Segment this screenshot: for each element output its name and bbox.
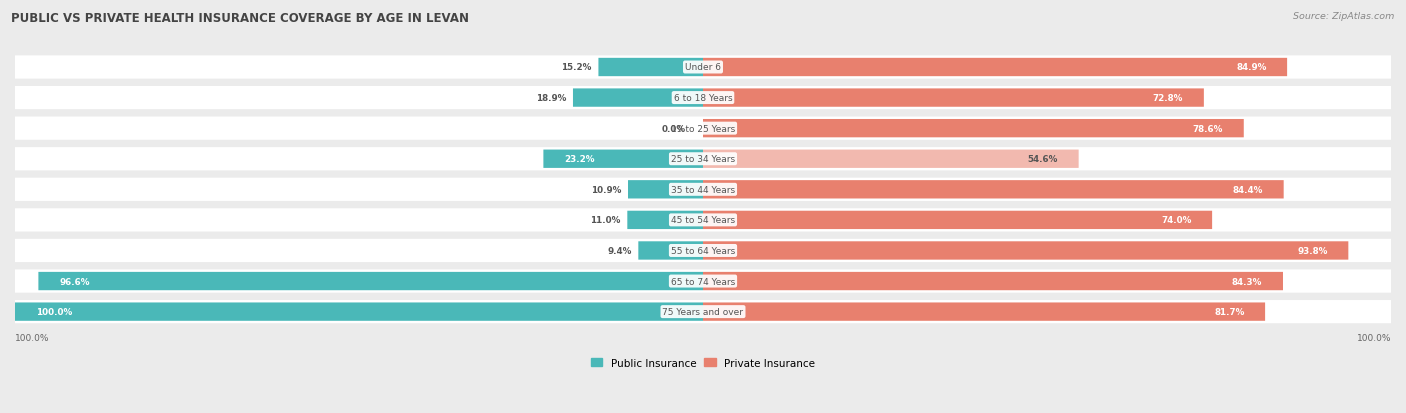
FancyBboxPatch shape <box>15 300 1391 323</box>
FancyBboxPatch shape <box>15 209 1391 232</box>
FancyBboxPatch shape <box>703 303 1265 321</box>
Text: 84.3%: 84.3% <box>1232 277 1263 286</box>
Text: Under 6: Under 6 <box>685 63 721 72</box>
FancyBboxPatch shape <box>638 242 703 260</box>
FancyBboxPatch shape <box>15 87 1391 110</box>
FancyBboxPatch shape <box>703 150 1078 169</box>
FancyBboxPatch shape <box>628 181 703 199</box>
Text: 100.0%: 100.0% <box>15 333 49 342</box>
FancyBboxPatch shape <box>15 117 1391 140</box>
Text: 9.4%: 9.4% <box>607 247 631 255</box>
Text: 45 to 54 Years: 45 to 54 Years <box>671 216 735 225</box>
Text: 19 to 25 Years: 19 to 25 Years <box>671 124 735 133</box>
Text: 100.0%: 100.0% <box>1357 333 1391 342</box>
Text: 23.2%: 23.2% <box>564 155 595 164</box>
FancyBboxPatch shape <box>703 89 1204 107</box>
Text: 84.4%: 84.4% <box>1233 185 1263 195</box>
Text: 15.2%: 15.2% <box>561 63 592 72</box>
Text: 100.0%: 100.0% <box>35 307 72 316</box>
Text: 93.8%: 93.8% <box>1298 247 1327 255</box>
FancyBboxPatch shape <box>15 303 703 321</box>
Text: 55 to 64 Years: 55 to 64 Years <box>671 247 735 255</box>
FancyBboxPatch shape <box>543 150 703 169</box>
Text: 75 Years and over: 75 Years and over <box>662 307 744 316</box>
FancyBboxPatch shape <box>627 211 703 230</box>
Text: 6 to 18 Years: 6 to 18 Years <box>673 94 733 103</box>
Text: 65 to 74 Years: 65 to 74 Years <box>671 277 735 286</box>
FancyBboxPatch shape <box>703 211 1212 230</box>
FancyBboxPatch shape <box>574 89 703 107</box>
FancyBboxPatch shape <box>703 120 1244 138</box>
Text: 72.8%: 72.8% <box>1153 94 1184 103</box>
FancyBboxPatch shape <box>15 270 1391 293</box>
Text: 84.9%: 84.9% <box>1236 63 1267 72</box>
Text: Source: ZipAtlas.com: Source: ZipAtlas.com <box>1294 12 1395 21</box>
Text: 78.6%: 78.6% <box>1192 124 1223 133</box>
Text: 11.0%: 11.0% <box>591 216 620 225</box>
Text: 96.6%: 96.6% <box>59 277 90 286</box>
Text: 74.0%: 74.0% <box>1161 216 1191 225</box>
Text: 35 to 44 Years: 35 to 44 Years <box>671 185 735 195</box>
FancyBboxPatch shape <box>15 56 1391 79</box>
FancyBboxPatch shape <box>703 59 1286 77</box>
Text: 25 to 34 Years: 25 to 34 Years <box>671 155 735 164</box>
Text: 81.7%: 81.7% <box>1215 307 1244 316</box>
Text: PUBLIC VS PRIVATE HEALTH INSURANCE COVERAGE BY AGE IN LEVAN: PUBLIC VS PRIVATE HEALTH INSURANCE COVER… <box>11 12 470 25</box>
FancyBboxPatch shape <box>703 242 1348 260</box>
Text: 18.9%: 18.9% <box>536 94 567 103</box>
Text: 54.6%: 54.6% <box>1028 155 1057 164</box>
FancyBboxPatch shape <box>703 272 1284 290</box>
FancyBboxPatch shape <box>599 59 703 77</box>
Legend: Public Insurance, Private Insurance: Public Insurance, Private Insurance <box>586 354 820 372</box>
Text: 0.0%: 0.0% <box>662 124 686 133</box>
Text: 10.9%: 10.9% <box>591 185 621 195</box>
FancyBboxPatch shape <box>15 178 1391 202</box>
FancyBboxPatch shape <box>703 181 1284 199</box>
FancyBboxPatch shape <box>15 239 1391 262</box>
FancyBboxPatch shape <box>38 272 703 290</box>
FancyBboxPatch shape <box>15 148 1391 171</box>
